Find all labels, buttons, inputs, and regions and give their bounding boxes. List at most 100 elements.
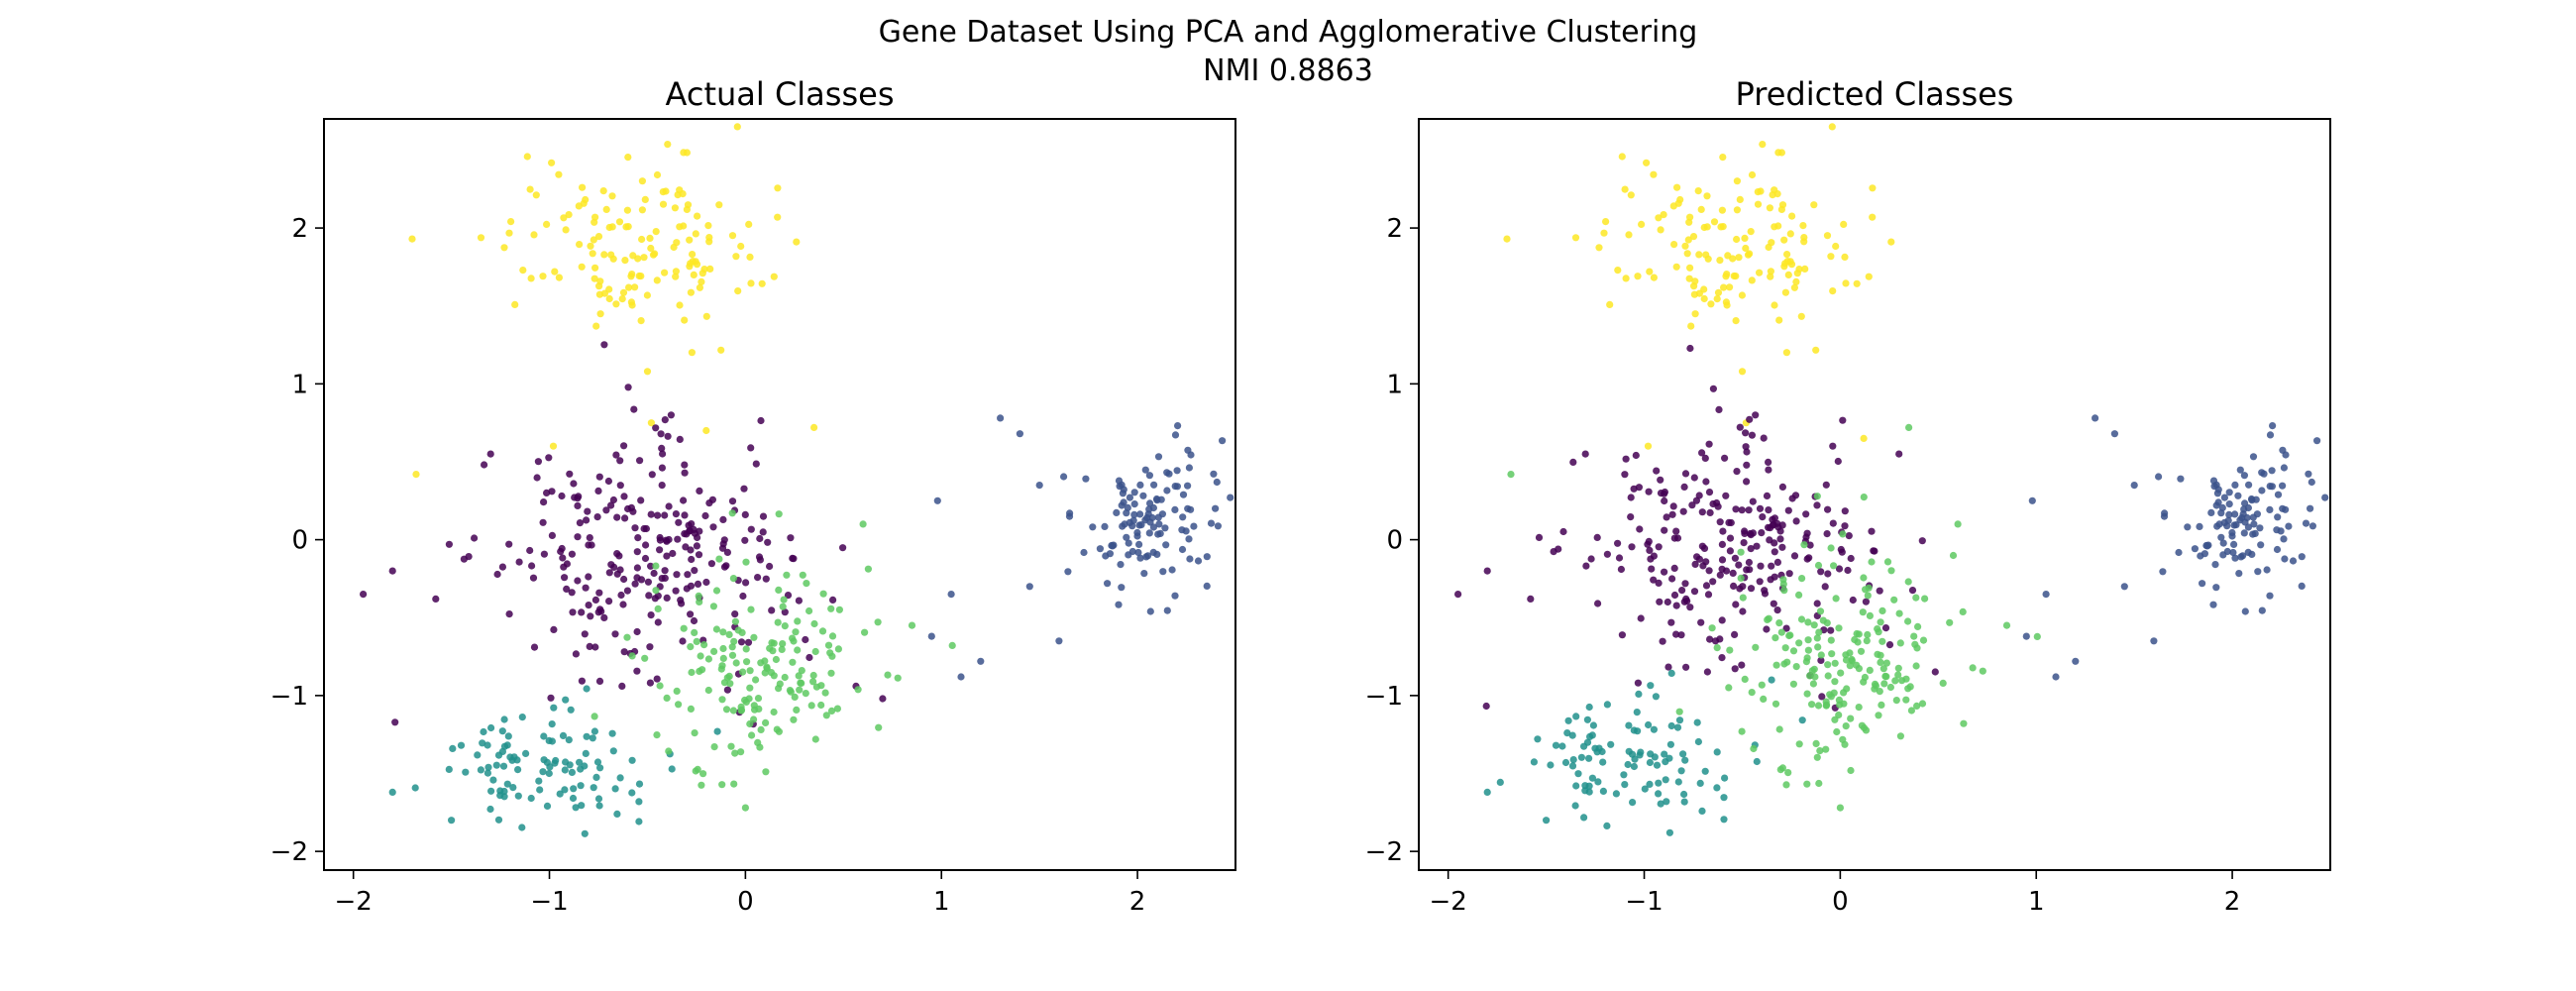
data-point bbox=[530, 643, 539, 651]
predicted-x-tick-label: 2 bbox=[2224, 887, 2241, 917]
data-point bbox=[747, 444, 755, 452]
data-point bbox=[622, 223, 630, 231]
data-point bbox=[692, 767, 699, 775]
data-point bbox=[388, 567, 396, 575]
data-point bbox=[1739, 607, 1747, 615]
data-point bbox=[1862, 598, 1870, 606]
data-point bbox=[652, 424, 660, 432]
data-point bbox=[575, 202, 583, 210]
data-point bbox=[2225, 489, 2233, 496]
data-point bbox=[1145, 529, 1153, 537]
data-point bbox=[772, 655, 781, 664]
data-point bbox=[1804, 618, 1812, 626]
data-point bbox=[548, 488, 556, 496]
data-point bbox=[1673, 183, 1681, 191]
data-point bbox=[1641, 785, 1649, 793]
data-point bbox=[1866, 666, 1874, 675]
data-point bbox=[1878, 606, 1886, 615]
data-point bbox=[1753, 542, 1761, 550]
data-point bbox=[2240, 529, 2248, 537]
data-point bbox=[734, 287, 742, 295]
data-point bbox=[540, 732, 548, 740]
data-point bbox=[1765, 243, 1772, 252]
data-point bbox=[515, 558, 523, 566]
data-point bbox=[570, 785, 578, 793]
data-point bbox=[653, 170, 662, 179]
data-point bbox=[1813, 493, 1821, 500]
data-point bbox=[641, 195, 649, 203]
data-point bbox=[2236, 466, 2244, 474]
data-point bbox=[766, 562, 774, 571]
data-point bbox=[756, 534, 764, 543]
data-point bbox=[1612, 790, 1620, 798]
data-point bbox=[1213, 478, 1221, 487]
data-point bbox=[731, 749, 739, 757]
data-point bbox=[805, 653, 813, 662]
data-point bbox=[683, 205, 692, 213]
data-point bbox=[1648, 565, 1656, 573]
data-point bbox=[1683, 250, 1691, 258]
data-point bbox=[2285, 522, 2293, 530]
data-point bbox=[1698, 542, 1706, 550]
data-point bbox=[1805, 554, 1813, 562]
data-point bbox=[1185, 464, 1193, 472]
data-point bbox=[1773, 606, 1781, 614]
data-point bbox=[781, 673, 789, 682]
data-point bbox=[1572, 713, 1580, 720]
data-point bbox=[586, 534, 593, 542]
data-point bbox=[1574, 770, 1582, 778]
data-point bbox=[744, 638, 753, 646]
data-point bbox=[1785, 570, 1793, 578]
data-point bbox=[875, 723, 883, 731]
data-point bbox=[604, 477, 613, 486]
data-point bbox=[1774, 523, 1782, 531]
data-point bbox=[770, 273, 778, 280]
data-point bbox=[595, 589, 603, 597]
data-point bbox=[596, 310, 604, 318]
data-point bbox=[1691, 310, 1699, 318]
data-point bbox=[719, 654, 727, 663]
data-point bbox=[539, 518, 547, 526]
data-point bbox=[1203, 582, 1211, 591]
data-point bbox=[742, 579, 750, 587]
data-point bbox=[523, 153, 531, 161]
data-point bbox=[494, 816, 503, 824]
data-point bbox=[719, 628, 727, 636]
data-point bbox=[691, 729, 698, 737]
data-point bbox=[700, 641, 708, 649]
data-point bbox=[704, 686, 712, 695]
data-point bbox=[1817, 651, 1825, 659]
data-point bbox=[556, 790, 564, 798]
data-point bbox=[733, 123, 741, 131]
data-point bbox=[1881, 624, 1890, 632]
data-point bbox=[1622, 275, 1630, 282]
data-point bbox=[620, 648, 628, 656]
data-point bbox=[540, 498, 548, 506]
data-point bbox=[1687, 322, 1695, 330]
data-point bbox=[1595, 244, 1603, 252]
data-point bbox=[609, 747, 617, 755]
data-point bbox=[644, 578, 653, 586]
data-point bbox=[1718, 565, 1726, 573]
data-point bbox=[1812, 346, 1820, 354]
data-point bbox=[484, 763, 492, 771]
data-point bbox=[1815, 779, 1823, 788]
data-point bbox=[1594, 600, 1602, 607]
data-point bbox=[1746, 566, 1754, 574]
data-point bbox=[1709, 385, 1717, 392]
data-point bbox=[1822, 481, 1830, 489]
data-point bbox=[1871, 685, 1878, 693]
data-point bbox=[779, 640, 787, 648]
data-point bbox=[1632, 451, 1640, 460]
data-point bbox=[2072, 657, 2080, 665]
data-point bbox=[534, 458, 543, 466]
data-point bbox=[1855, 704, 1863, 712]
data-point bbox=[717, 346, 725, 354]
data-point bbox=[766, 644, 774, 652]
data-point bbox=[781, 622, 789, 630]
data-point bbox=[1563, 729, 1571, 737]
data-point bbox=[621, 257, 629, 265]
data-point bbox=[1681, 470, 1690, 478]
data-point bbox=[1771, 634, 1779, 642]
data-point bbox=[2250, 520, 2258, 528]
